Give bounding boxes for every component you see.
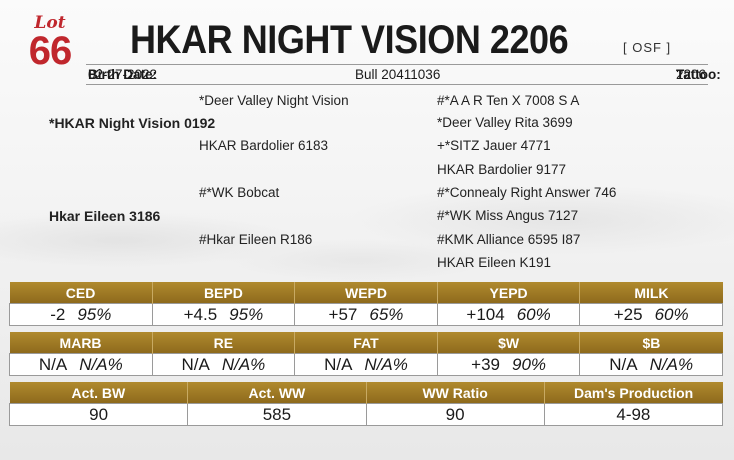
epd-value: N/A <box>609 354 638 374</box>
epd-value: N/A <box>181 354 210 374</box>
pedigree-sire-dam-sire: +*SITZ Jauer 4771 <box>437 138 551 153</box>
pedigree-dam-dam-dam: HKAR Eileen K191 <box>437 255 552 270</box>
epd-header-yepd: YEPD <box>436 282 580 304</box>
epd-accuracy: 65% <box>369 304 404 324</box>
epd-cell-yepd: +104 60% <box>436 303 581 326</box>
background-landscape <box>0 150 734 290</box>
epd-cell-w-dollar: +39 90% <box>436 353 581 376</box>
epd-accuracy: 95% <box>77 304 112 324</box>
epd-accuracy: 60% <box>516 304 551 324</box>
birth-date: Birth Date: 02-27-2022 <box>88 65 157 84</box>
pedigree-dam-dam: #Hkar Eileen R186 <box>199 232 313 247</box>
lot-word: Lot <box>34 13 66 33</box>
actuals-header-dam-production: Dam's Production <box>543 382 723 404</box>
epd-cell-milk: +25 60% <box>579 303 723 326</box>
epd-accuracy: N/A% <box>649 354 694 374</box>
epd-cell-marb: N/A N/A% <box>9 353 153 376</box>
actuals-cell-ww: 585 <box>187 403 367 426</box>
epd-value: N/A <box>324 354 353 374</box>
birth-date-value: 02-27-2022 <box>88 67 158 82</box>
actuals-header-bw: Act. BW <box>9 382 188 404</box>
tattoo: Tattoo: 2206 <box>675 65 721 84</box>
epd-table-2: MARB RE FAT $W $B N/A N/A% N/A N/A% N/A N/A… <box>9 332 723 376</box>
epd-header-b-dollar: $B <box>579 332 723 354</box>
pedigree-dam-sire: #*WK Bobcat <box>199 185 280 200</box>
pedigree-dam: Hkar Eileen 3186 <box>49 208 161 224</box>
epd-cell-wepd: +57 65% <box>294 303 438 326</box>
epd-header-re: RE <box>151 332 295 354</box>
lot-number: 66 <box>28 29 73 73</box>
epd-accuracy: N/A% <box>79 354 123 374</box>
epd-value: -2 <box>50 304 66 324</box>
epd-accuracy: 60% <box>654 304 689 324</box>
birth-date-label: Birth Date: <box>88 67 158 82</box>
registration-number: Bull 20411036 <box>355 67 441 82</box>
epd-cell-bepd: +4.5 95% <box>151 303 296 326</box>
epd-value: +57 <box>328 304 358 324</box>
pedigree-sire-sire-sire: #*A A R Ten X 7008 S A <box>437 93 580 108</box>
pedigree-sire-sire-dam: *Deer Valley Rita 3699 <box>437 115 573 130</box>
epd-value: +4.5 <box>183 304 218 324</box>
tattoo-value: 2206 <box>675 67 706 82</box>
animal-name-title: HKAR NIGHT VISION 2206 <box>130 18 569 62</box>
pedigree-sire: *HKAR Night Vision 0192 <box>49 115 216 131</box>
actuals-cell-ww-ratio: 90 <box>365 403 545 426</box>
actuals-table: Act. BW Act. WW WW Ratio Dam's Productio… <box>8 382 724 426</box>
epd-cell-b-dollar: N/A N/A% <box>579 353 723 376</box>
epd-cell-ced: -2 95% <box>9 303 153 326</box>
info-bar: Birth Date: 02-27-2022 Bull 20411036 Tat… <box>86 64 721 85</box>
actuals-header-ww-ratio: WW Ratio <box>365 382 545 404</box>
epd-header-bepd: BEPD <box>151 282 295 304</box>
epd-table-1: CED BEPD WEPD YEPD MILK -2 95% +4.5 95% +5… <box>9 282 723 326</box>
actuals-values: 90 585 90 4-98 <box>8 403 724 426</box>
tattoo-label: Tattoo: <box>675 67 721 82</box>
epd-cell-re: N/A N/A% <box>151 353 296 376</box>
pedigree-sire-dam-dam: HKAR Bardolier 9177 <box>437 162 567 177</box>
epd-header-marb: MARB <box>9 332 153 354</box>
epd-table-1-values: -2 95% +4.5 95% +57 65% +104 60% +25 60% <box>9 303 723 326</box>
actuals-cell-dam-production: 4-98 <box>543 403 724 426</box>
pedigree-sire-dam: HKAR Bardolier 6183 <box>199 138 329 153</box>
pedigree-dam-dam-sire: #KMK Alliance 6595 I87 <box>437 232 581 247</box>
pedigree-sire-sire: *Deer Valley Night Vision <box>199 93 349 108</box>
epd-table-2-header: MARB RE FAT $W $B <box>9 332 723 354</box>
epd-header-fat: FAT <box>294 332 438 354</box>
epd-header-ced: CED <box>9 282 153 304</box>
epd-value: +25 <box>613 304 643 324</box>
actuals-header: Act. BW Act. WW WW Ratio Dam's Productio… <box>9 382 723 404</box>
epd-table-1-header: CED BEPD WEPD YEPD MILK <box>9 282 723 304</box>
epd-header-wepd: WEPD <box>294 282 438 304</box>
epd-accuracy: N/A% <box>221 354 266 374</box>
epd-accuracy: 95% <box>229 304 264 324</box>
epd-value: N/A <box>38 354 68 374</box>
pedigree: *Deer Valley Night Vision #*A A R Ten X … <box>0 90 734 275</box>
pedigree-dam-sire-sire: #*Connealy Right Answer 746 <box>437 185 617 200</box>
osf-tag: [ OSF ] <box>623 40 672 55</box>
epd-accuracy: 90% <box>511 354 547 374</box>
epd-value: +39 <box>471 354 500 374</box>
lot-badge: Lot 66 <box>22 13 78 73</box>
epd-table-2-values: N/A N/A% N/A N/A% N/A N/A% +39 90% N/A N/A% <box>9 353 723 376</box>
epd-accuracy: N/A% <box>364 354 408 374</box>
pedigree-dam-sire-dam: #*WK Miss Angus 7127 <box>437 208 579 223</box>
epd-header-milk: MILK <box>579 282 723 304</box>
epd-value: +104 <box>466 304 505 324</box>
actuals-cell-bw: 90 <box>8 403 189 426</box>
epd-header-w-dollar: $W <box>436 332 580 354</box>
actuals-header-ww: Act. WW <box>187 382 366 404</box>
epd-cell-fat: N/A N/A% <box>294 353 438 376</box>
